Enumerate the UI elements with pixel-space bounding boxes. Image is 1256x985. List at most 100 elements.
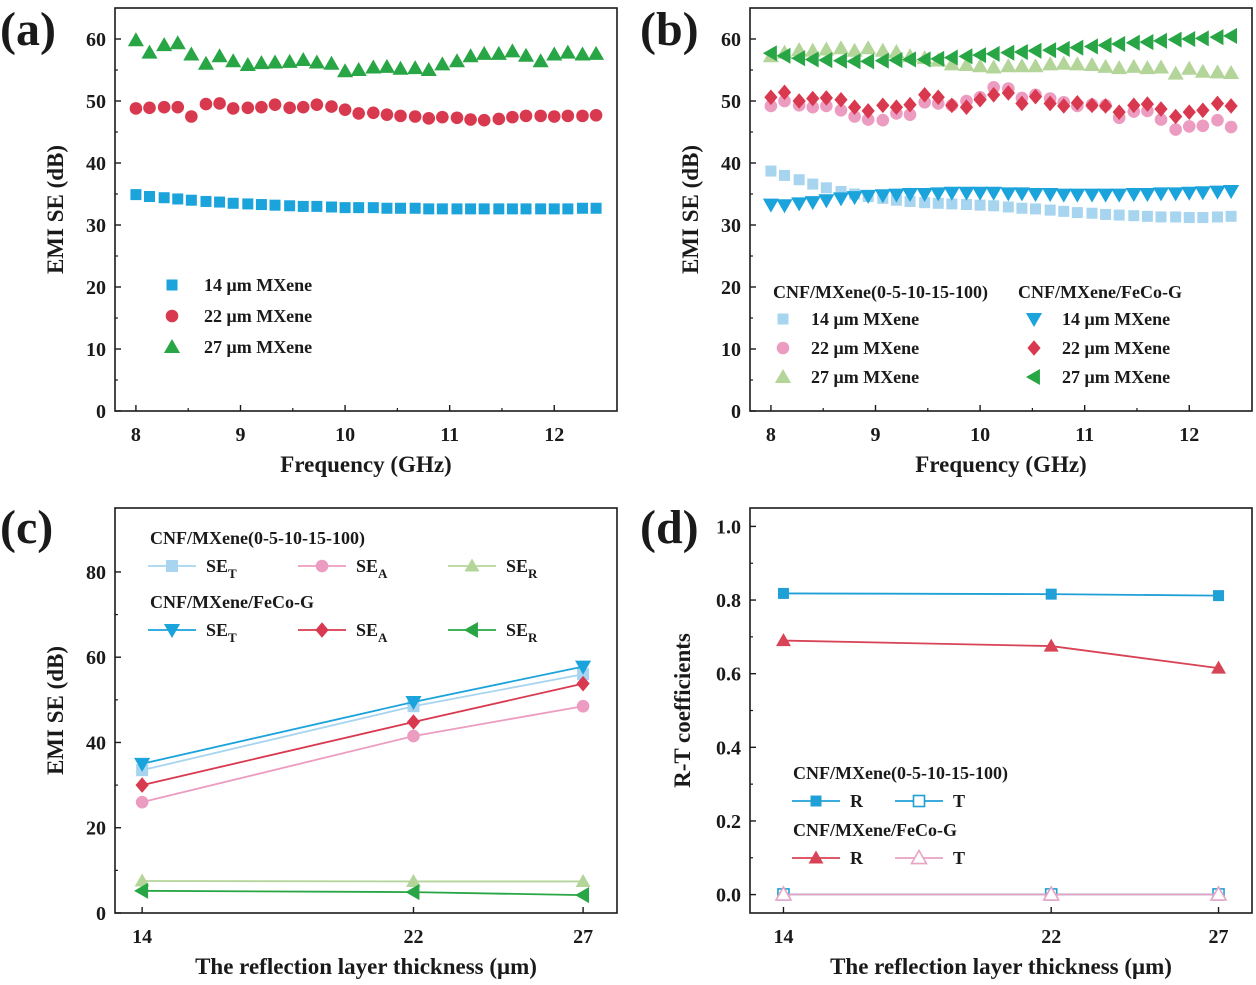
a-data-point [448, 53, 466, 68]
c-ytick-label: 60 [86, 647, 106, 669]
d-plot-frame [749, 507, 1253, 914]
b-data-point [958, 48, 973, 65]
a-data-point [227, 197, 239, 209]
d-y-axis-title: R-T coefficients [670, 633, 695, 788]
a-data-point [407, 60, 424, 75]
b-data-point [1069, 188, 1086, 203]
b-data-point [1127, 97, 1141, 114]
d-series-line [783, 592, 1219, 597]
a-data-point [561, 109, 575, 123]
b-data-point [1027, 188, 1044, 203]
b-data-point [943, 186, 960, 201]
b-data-point [1223, 65, 1240, 80]
a-data-point [242, 198, 254, 210]
b-data-point [1209, 64, 1226, 79]
b-data-point [1223, 27, 1238, 44]
a-y-axis-title: EMI SE (dB) [43, 145, 68, 274]
c-series-line [141, 673, 584, 772]
b-data-point [818, 52, 833, 69]
b-data-point [846, 42, 863, 57]
panel-b-chart: 8 9 10 11 12 0 10 20 30 40 50 60 Frequency (GHz) EMI … [678, 7, 1253, 477]
b-data-point [776, 199, 793, 214]
a-data-point [241, 101, 255, 115]
b-data-point [861, 113, 875, 126]
b-data-point [818, 194, 835, 209]
a-data-point [281, 53, 298, 68]
c-data-point [576, 675, 590, 692]
a-data-point [451, 203, 463, 215]
b-data-point [1181, 30, 1196, 48]
a-data-point [394, 109, 407, 123]
a-data-point [465, 203, 477, 215]
c-data-point [575, 873, 591, 887]
b-data-point [1097, 58, 1114, 73]
b-data-point [985, 59, 1002, 74]
b-data-point [807, 178, 819, 190]
b-data-point [988, 200, 1000, 212]
d-legend-group-2-title: CNF/MXene/FeCo-G [793, 820, 957, 840]
a-data-point [395, 202, 407, 214]
b-data-point [919, 197, 931, 209]
b-data-point [1182, 104, 1196, 120]
b-data-point [1055, 40, 1070, 57]
a-data-point [157, 100, 171, 114]
c-data-point [575, 887, 590, 904]
a-data-point [325, 201, 337, 213]
d-legend-label: T [953, 848, 965, 868]
b-legend-label: 22 μm MXene [1062, 338, 1170, 358]
b-data-point [1100, 208, 1112, 220]
b-data-point [1000, 58, 1017, 73]
b-data-point [916, 188, 933, 203]
a-data-point [520, 203, 532, 215]
b-data-point [1097, 37, 1112, 54]
a-data-point [171, 100, 185, 114]
b-data-point [1181, 60, 1198, 75]
a-data-point [365, 59, 382, 74]
b-data-point [764, 89, 778, 106]
d-legend-marker [808, 850, 824, 864]
b-ytick-label: 10 [721, 339, 741, 361]
d-legend-marker [810, 795, 822, 807]
b-data-point [861, 103, 875, 119]
a-data-point [353, 202, 365, 214]
a-xtick-label: 8 [131, 424, 141, 446]
b-data-point [1013, 43, 1028, 61]
b-data-point [778, 94, 791, 108]
a-ytick-label: 30 [86, 215, 106, 237]
b-data-point [1086, 207, 1098, 219]
c-y-axis-title: EMI SE (dB) [43, 646, 68, 775]
a-data-point [436, 110, 449, 124]
b-data-point [1013, 58, 1030, 73]
a-data-point [211, 48, 228, 63]
a-legend-marker [166, 279, 178, 291]
a-data-point [490, 45, 507, 60]
a-data-point [423, 203, 435, 215]
a-data-point [311, 200, 323, 212]
b-data-point [1069, 39, 1084, 56]
a-data-point [450, 111, 464, 125]
b-data-point [762, 198, 779, 213]
b-data-point [987, 87, 1001, 103]
c-legend-label: SER [506, 620, 538, 645]
b-data-point [1194, 186, 1211, 201]
b-data-point [834, 91, 848, 108]
b-data-point [1070, 95, 1084, 111]
b-data-point [1083, 38, 1098, 55]
b-data-point [1225, 210, 1237, 222]
a-data-point [199, 97, 213, 111]
b-data-point [874, 189, 891, 204]
b-data-point [1013, 187, 1030, 202]
a-data-point [576, 109, 589, 123]
b-data-point [876, 113, 890, 127]
b-data-point [1197, 212, 1209, 224]
a-data-point [169, 35, 186, 50]
d-data-point [1043, 638, 1059, 652]
d-ytick-label: 0.2 [716, 811, 741, 833]
c-legend-marker [315, 622, 329, 638]
b-data-point [1055, 188, 1072, 203]
a-data-point [576, 202, 588, 214]
b-data-point [874, 42, 891, 57]
b-data-point [931, 89, 945, 106]
b-data-point [1015, 95, 1029, 112]
c-data-point [134, 882, 149, 899]
